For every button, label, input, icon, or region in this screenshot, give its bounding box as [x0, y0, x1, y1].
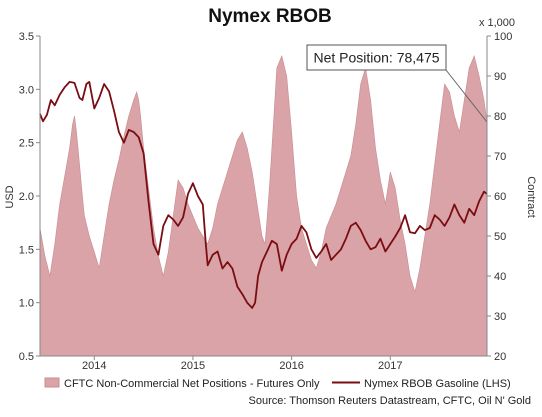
series-rbob-line [39, 81, 488, 309]
y-axis-label: USD [4, 185, 16, 208]
series-net-positions-area [39, 55, 488, 357]
y2-tick-label: 90 [494, 71, 506, 83]
y2-tick-label: 30 [494, 311, 506, 323]
legend: CFTC Non-Commercial Net Positions - Futu… [44, 377, 511, 390]
y-tick-label: 3.0 [19, 84, 34, 96]
axes: 0.5 1.0 1.5 2.0 2.5 3.0 3.5 20 30 40 50 60 70 80 90 100… [19, 31, 513, 372]
plot-area [39, 55, 488, 357]
y2-axis-unit: x 1,000 [479, 17, 515, 29]
y2-axis-label: Contract [525, 176, 537, 218]
x-tick-label: 2014 [82, 360, 106, 372]
y2-tick-label: 100 [494, 31, 512, 43]
y2-tick-label: 80 [494, 111, 506, 123]
legend-swatch-net-positions [44, 377, 60, 388]
y-tick-label: 2.5 [19, 138, 34, 150]
legend-label-rbob: Nymex RBOB Gasoline (LHS) [364, 378, 511, 390]
y2-tick-label: 70 [494, 151, 506, 163]
x-tick-label: 2015 [181, 360, 205, 372]
annotation-box [306, 44, 447, 71]
y-tick-label: 1.5 [19, 244, 34, 256]
y-tick-label: 1.0 [19, 298, 34, 310]
y2-tick-label: 60 [494, 191, 506, 203]
y2-tick-label: 20 [494, 351, 506, 363]
annotation-leader-line [445, 69, 488, 123]
x-tick-label: 2017 [378, 360, 402, 372]
annotation: Net Position: 78,475 [306, 44, 488, 123]
legend-label-net-positions: CFTC Non-Commercial Net Positions - Futu… [64, 378, 320, 390]
source-note: Source: Thomson Reuters Datastream, CFTC… [249, 395, 532, 407]
annotation-text: Net Position: 78,475 [313, 50, 439, 66]
chart-title: Nymex RBOB [208, 6, 332, 27]
y2-tick-label: 50 [494, 231, 506, 243]
y-tick-label: 2.0 [19, 191, 34, 203]
y-tick-label: 0.5 [19, 351, 34, 363]
x-tick-label: 2016 [279, 360, 303, 372]
y-tick-label: 3.5 [19, 31, 34, 43]
y2-tick-label: 40 [494, 271, 506, 283]
